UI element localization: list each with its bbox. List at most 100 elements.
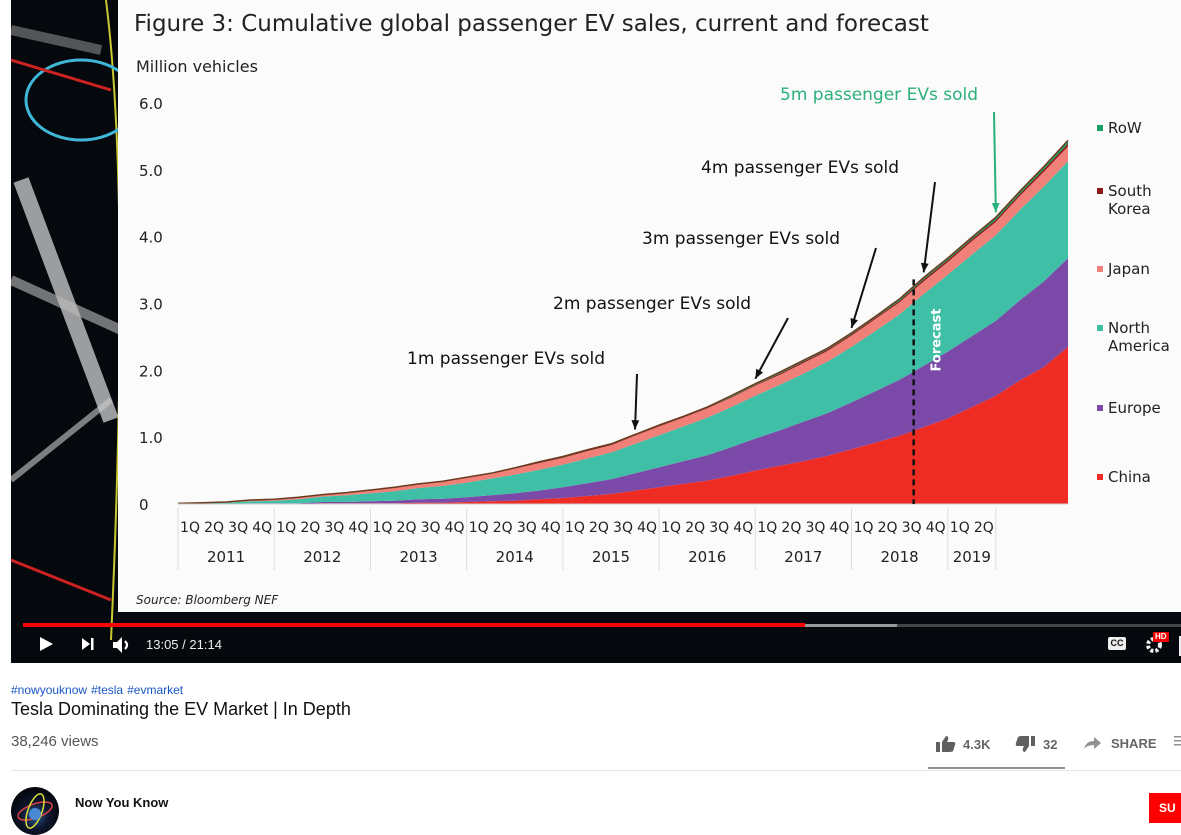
annotation-label: 3m passenger EVs sold	[642, 229, 840, 249]
menu-lines-icon	[1174, 736, 1181, 746]
x-tick-quarter: 2Q	[589, 520, 609, 536]
like-button[interactable]: 4.3K	[935, 735, 990, 753]
dislike-button[interactable]: 32	[1015, 735, 1057, 753]
annotation-arrowhead	[920, 262, 929, 273]
player-controls: 13:05 / 21:14 CC HD	[11, 612, 1181, 663]
time-total: 21:14	[189, 637, 222, 652]
x-tick-quarter: 3Q	[421, 520, 441, 536]
x-tick-quarter: 2Q	[685, 520, 705, 536]
forecast-marker: Forecast	[912, 279, 945, 504]
fullscreen-icon[interactable]	[1179, 636, 1181, 656]
x-tick-quarter: 4Q	[926, 520, 946, 536]
annotation-arrow	[634, 373, 638, 430]
annotation-arrowhead	[631, 420, 640, 430]
x-tick-year: 2016	[688, 548, 726, 566]
x-tick-quarter: 1Q	[180, 520, 200, 536]
forecast-label: Forecast	[930, 309, 945, 372]
legend-label: Europe	[1108, 399, 1161, 417]
annotations: 1m passenger EVs sold 2m passenger EVs so…	[407, 85, 1000, 430]
progress-played	[23, 623, 805, 627]
chart-title: Figure 3: Cumulative global passenger EV…	[134, 11, 929, 37]
hashtag-link[interactable]: #tesla	[91, 683, 124, 697]
dislike-count: 32	[1043, 736, 1058, 752]
stacked-areas	[177, 139, 1069, 505]
share-label: SHARE	[1111, 735, 1157, 751]
x-tick-year: 2013	[399, 548, 437, 566]
next-icon[interactable]	[81, 636, 95, 652]
x-tick-quarter: 2Q	[300, 520, 320, 536]
legend-label-line: North	[1108, 319, 1150, 337]
hashtag-link[interactable]: #evmarket	[127, 683, 184, 697]
x-tick-quarter: 4Q	[637, 520, 657, 536]
x-tick-year: 2018	[881, 548, 919, 566]
x-tick-quarter: 4Q	[445, 520, 465, 536]
video-actions: 4.3K 32 SHARE	[930, 735, 1181, 755]
x-tick-quarter: 2Q	[974, 520, 994, 536]
time-current: 13:05	[146, 637, 179, 652]
x-tick-quarter: 1Q	[950, 520, 970, 536]
x-tick-quarter: 1Q	[276, 520, 296, 536]
chart-svg: Figure 3: Cumulative global passenger EV…	[134, 11, 1170, 607]
area-china	[178, 346, 1068, 504]
y-tick-label: 4.0	[139, 229, 163, 247]
legend-label-line: South	[1108, 182, 1152, 200]
annotation-label: 4m passenger EVs sold	[701, 158, 899, 178]
hd-badge: HD	[1153, 632, 1169, 642]
video-player[interactable]: Figure 3: Cumulative global passenger EV…	[11, 0, 1181, 663]
legend-label-line: America	[1108, 337, 1170, 355]
x-tick-quarter: 2Q	[397, 520, 417, 536]
x-tick-quarter: 4Q	[541, 520, 561, 536]
area-europe	[178, 258, 1068, 504]
chart-figure: Figure 3: Cumulative global passenger EV…	[118, 0, 1181, 612]
x-tick-quarter: 1Q	[757, 520, 777, 536]
annotation-label: 1m passenger EVs sold	[407, 349, 605, 369]
x-tick-year: 2019	[953, 548, 991, 566]
thumbs-up-icon	[936, 736, 956, 752]
subscribe-button[interactable]: SU	[1149, 793, 1181, 823]
y-axis-label: Million vehicles	[136, 57, 258, 76]
x-tick-quarter: 4Q	[733, 520, 753, 536]
time-separator: /	[178, 637, 190, 652]
annotation-arrow	[922, 181, 936, 273]
hashtag-link[interactable]: #nowyouknow	[11, 683, 88, 697]
time-display: 13:05 / 21:14	[146, 637, 222, 652]
y-tick-label: 1.0	[139, 429, 163, 447]
x-tick-quarter: 3Q	[228, 520, 248, 536]
x-tick-quarter: 3Q	[805, 520, 825, 536]
like-dislike-ratio-bar	[928, 767, 1065, 769]
play-icon[interactable]	[38, 636, 54, 652]
y-tick-label: 5.0	[139, 162, 163, 180]
channel-avatar[interactable]	[11, 787, 59, 835]
divider	[11, 770, 1181, 771]
channel-name[interactable]: Now You Know	[75, 795, 169, 810]
legend-label: Japan	[1107, 260, 1150, 278]
annotation-arrow	[754, 317, 789, 380]
captions-button[interactable]: CC	[1108, 637, 1126, 650]
legend-swatch	[1097, 405, 1103, 411]
share-button[interactable]: SHARE	[1083, 735, 1157, 751]
x-tick-quarter: 2Q	[781, 520, 801, 536]
volume-icon[interactable]	[112, 636, 134, 654]
y-tick-label: 3.0	[139, 296, 163, 314]
annotation-label: 5m passenger EVs sold	[780, 85, 978, 105]
atom-logo-icon	[17, 793, 53, 829]
legend-swatch	[1097, 474, 1103, 480]
annotation-arrow	[993, 111, 997, 213]
legend-swatch	[1097, 188, 1103, 194]
x-tick-quarter: 1Q	[565, 520, 585, 536]
y-tick-label: 0	[139, 496, 149, 514]
x-tick-year: 2011	[207, 548, 245, 566]
like-count: 4.3K	[963, 736, 991, 752]
total-outline	[177, 139, 1069, 505]
x-tick-quarter: 1Q	[469, 520, 489, 536]
legend-swatch	[1097, 125, 1103, 131]
legend-label: China	[1108, 468, 1151, 486]
hashtags: #nowyouknow #tesla #evmarket	[11, 683, 187, 697]
x-tick-quarter: 1Q	[661, 520, 681, 536]
legend-swatch	[1097, 325, 1103, 331]
legend-label-line: Korea	[1108, 200, 1151, 218]
x-tick-quarter: 2Q	[204, 520, 224, 536]
x-tick-quarter: 3Q	[902, 520, 922, 536]
more-actions-icon[interactable]	[1174, 735, 1181, 747]
